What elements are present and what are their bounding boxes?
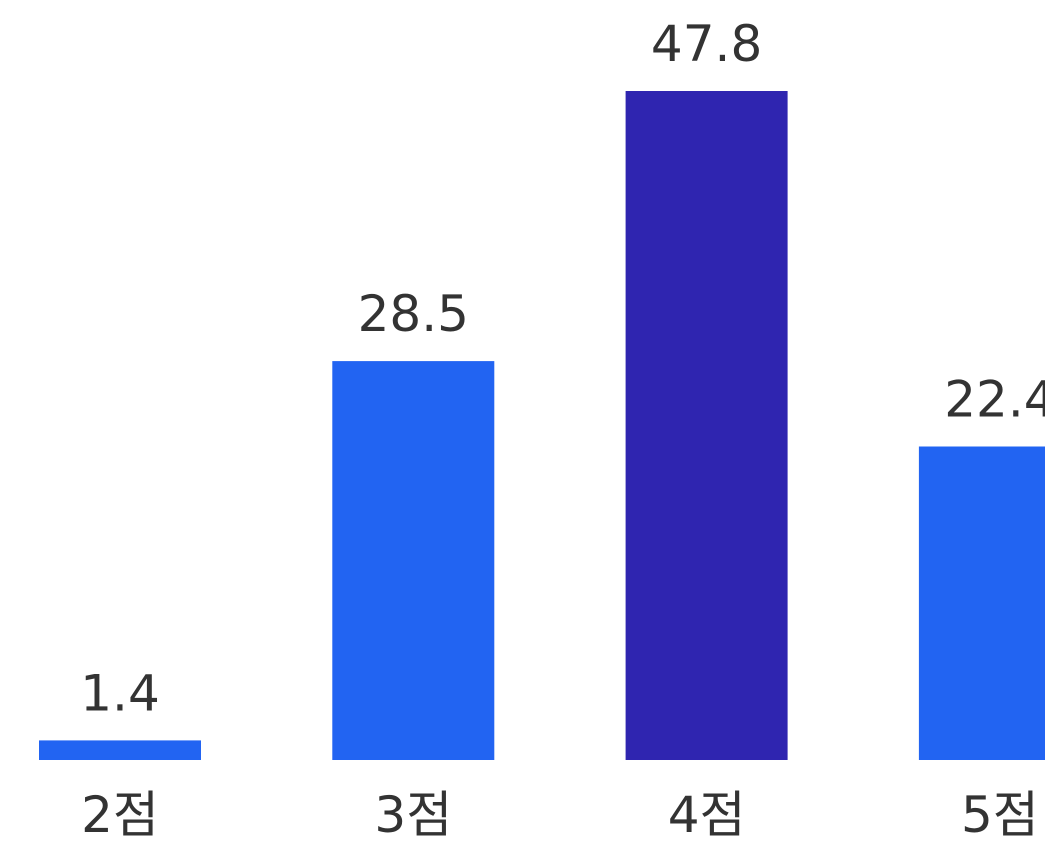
x-tick-label-3: 4점 (668, 786, 746, 842)
data-label-3: 47.8 (651, 15, 762, 73)
x-tick-label-2: 3점 (374, 786, 452, 842)
data-label-1: 1.4 (80, 664, 160, 722)
bar-3 (625, 91, 788, 760)
bar-1 (39, 740, 201, 760)
data-label-2: 28.5 (358, 285, 469, 343)
x-tick-label-4: 5점 (961, 786, 1039, 842)
data-label-4: 22.4 (944, 371, 1045, 429)
bar-4 (918, 446, 1045, 760)
x-tick-label-1: 2점 (81, 786, 159, 842)
bar-2 (332, 361, 495, 760)
